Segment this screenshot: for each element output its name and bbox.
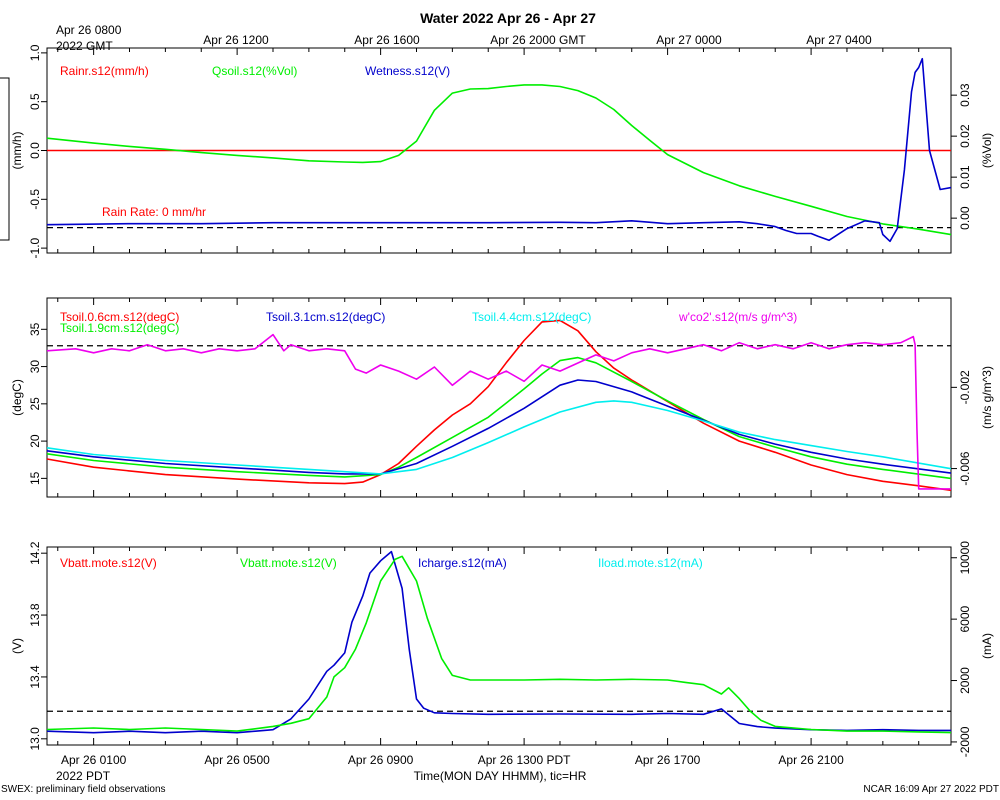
left-tick-label: 15: [28, 471, 42, 485]
left-axis-title: (degC): [10, 379, 24, 416]
series-line-qsoil-s12: [46, 84, 952, 236]
top-axis-label: Apr 26 1200: [203, 33, 269, 47]
legend-label: Icharge.s12(mA): [418, 556, 507, 570]
top-axis-label: Apr 26 1600: [354, 33, 420, 47]
series-line-w-co2-s12: [46, 333, 951, 490]
left-tick-label: 13.8: [28, 603, 42, 627]
bottom-axis-label: Apr 26 1300 PDT: [478, 753, 571, 767]
left-frame-fragment: [0, 77, 10, 241]
series-line-tsoil-1-9cm-s12: [46, 356, 952, 480]
right-tick-label: 6000: [958, 605, 972, 632]
top-axis-label: Apr 26 2000 GMT: [490, 33, 586, 47]
left-tick-label: 30: [28, 360, 42, 374]
series-line-tsoil-4-4cm-s12: [46, 400, 952, 475]
series-line-vbatt-mote-s12: [46, 555, 952, 734]
legend-label: Tsoil.3.1cm.s12(degC): [266, 310, 385, 324]
right-tick-label: 2000: [958, 667, 972, 694]
series-line-wetness-s12: [46, 57, 952, 243]
series-line-tsoil-0-6cm-s12: [46, 319, 952, 492]
right-tick-label: -0.006: [958, 451, 972, 485]
left-tick-label: 0.5: [28, 93, 42, 110]
left-axis-title: (mm/h): [10, 132, 24, 170]
bottom-axis-label: Apr 26 0100: [61, 753, 127, 767]
right-tick-label: 0.01: [958, 165, 972, 189]
right-tick-label: 0.03: [958, 83, 972, 107]
left-tick-label: 1.0: [28, 44, 42, 61]
bottom-axis-label: Apr 26 0500: [204, 753, 270, 767]
bottom-axis-label: Apr 26 0900: [348, 753, 414, 767]
bottom-axis-label: Apr 26 1700: [635, 753, 701, 767]
legend-label: Wetness.s12(V): [365, 64, 450, 78]
left-tick-label: 0.0: [28, 142, 42, 159]
legend-label: w'co2'.s12(m/s g/m^3): [678, 310, 797, 324]
left-tick-label: 20: [28, 434, 42, 448]
left-tick-label: -0.5: [28, 189, 42, 210]
right-tick-label: -0.002: [958, 370, 972, 404]
right-axis-title: (mA): [980, 633, 994, 659]
left-tick-label: -1.0: [28, 237, 42, 258]
legend-label: Vbatt.mote.s12(V): [60, 556, 157, 570]
soil-temperature-panel: 15 20 25 30 35 -0.006 -0.002 (degC) (m/s g/m^3) T…: [10, 297, 994, 498]
x-axis-title: Time(MON DAY HHMM), tic=HR: [414, 769, 587, 783]
chart-title: Water 2022 Apr 26 - Apr 27: [420, 10, 596, 26]
left-tick-label: 25: [28, 397, 42, 411]
legend-label: Qsoil.s12(%Vol): [212, 64, 297, 78]
series-line-icharge-s12: [46, 550, 951, 734]
top-axis-label: Apr 27 0400: [806, 33, 872, 47]
legend-label: Tsoil.1.9cm.s12(degC): [60, 321, 179, 335]
bottom-axis: Apr 26 0100 Apr 26 0500 Apr 26 0900 Apr 26 …: [61, 753, 844, 767]
left-tick-label: 35: [28, 322, 42, 336]
series-line-tsoil-3-1cm-s12: [46, 379, 952, 475]
left-tick-label: 14.2: [28, 541, 42, 565]
top-axis-first-label-line2: 2022 GMT: [56, 39, 113, 53]
bottom-axis-label: Apr 26 2100: [778, 753, 844, 767]
right-tick-label: 0.02: [958, 124, 972, 148]
footer-left: SWEX: preliminary field observations: [1, 784, 166, 795]
power-panel: 13.0 13.4 13.8 14.2 -2000 2000 6000 10000 (V) (mA…: [10, 541, 994, 758]
footer-right: NCAR 16:09 Apr 27 2022 PDT: [863, 784, 999, 795]
top-axis-label: Apr 27 0000: [656, 33, 722, 47]
left-tick-label: 13.4: [28, 665, 42, 689]
right-axis-title: (%Vol): [980, 133, 994, 168]
legend-label: Vbatt.mote.s12(V): [240, 556, 337, 570]
right-tick-label: -2000: [958, 726, 972, 757]
legend-label: Rainr.s12(mm/h): [60, 64, 149, 78]
left-axis-title: (V): [10, 638, 24, 654]
legend-label: Iload.mote.s12(mA): [598, 556, 703, 570]
right-tick-label: 0.00: [958, 206, 972, 230]
legend-label: Tsoil.0.6cm.s12(degC): [60, 310, 179, 324]
plot-frame: [46, 297, 952, 498]
top-axis-first-label-line1: Apr 26 0800: [56, 23, 122, 37]
bottom-axis-year: 2022 PDT: [56, 769, 111, 783]
left-tick-label: 13.0: [28, 727, 42, 751]
plot-frame: [46, 546, 952, 746]
right-tick-label: 10000: [958, 541, 972, 575]
water-panel: -1.0 -0.5 0.0 0.5 1.0 0.00 0.01 0.02 0.03 (mm/h) (…: [10, 44, 994, 258]
right-axis-title: (m/s g/m^3): [980, 366, 994, 429]
rain-rate-annotation: Rain Rate: 0 mm/hr: [102, 205, 206, 219]
legend-label: Tsoil.4.4cm.s12(degC): [472, 310, 591, 324]
